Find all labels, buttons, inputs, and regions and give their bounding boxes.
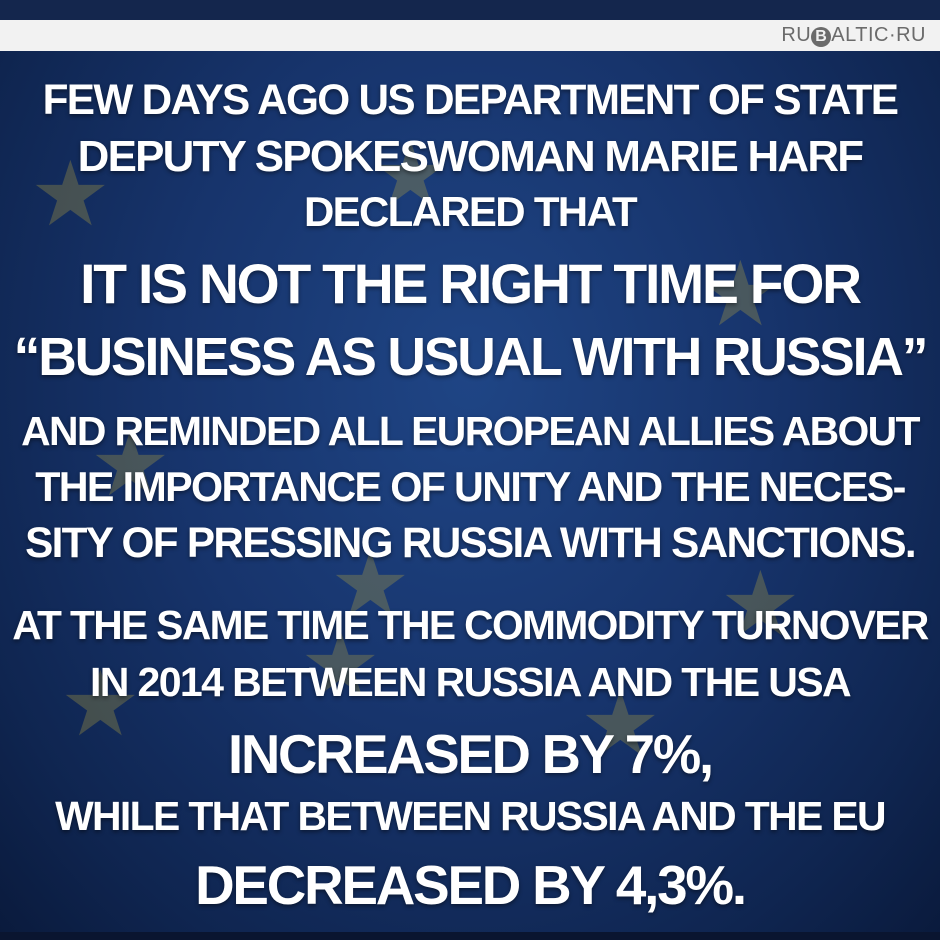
eu-star-icon: ★ [580,675,661,775]
eu-star-icon: ★ [30,145,111,245]
text-line: DEPUTY SPOKESWOMAN MARIE HARF [77,131,864,181]
headline-line: IT IS NOT THE RIGHT TIME FOR [80,253,862,316]
highlight-decrease: DECREASED BY 4,3%. [195,853,747,916]
bottom-band [0,932,940,940]
text-line: THE IMPORTANCE OF UNITY AND THE NECES- [35,464,906,511]
logo-bar: RU B ALTIC·RU [0,20,940,51]
text-line: DECLARED THAT [304,187,638,235]
eu-star-icon: ★ [370,125,451,225]
headline-line: “BUSINESS AS USUAL WITH RUSSIA” [13,328,929,388]
top-band [0,0,940,20]
text-line: IN 2014 BETWEEN RUSSIA AND THE USA [90,659,852,706]
eu-star-icon: ★ [60,655,141,755]
text-line: FEW DAYS AGO US DEPARTMENT OF STATE [42,75,899,123]
text-line: WHILE THAT BETWEEN RUSSIA AND THE EU [55,793,886,840]
eu-star-icon: ★ [330,535,411,635]
eu-star-icon: ★ [300,615,381,715]
text-line: AT THE SAME TIME THE COMMODITY TURNOVER [12,601,929,648]
eu-star-icon: ★ [720,555,801,655]
eu-star-icon: ★ [700,245,781,345]
eu-star-icon: ★ [90,415,171,515]
text-line: AND REMINDED ALL EUROPEAN ALLIES ABOUT [21,408,920,455]
highlight-increase: INCREASED BY 7%, [228,723,714,785]
rubaltic-logo: RU B ALTIC·RU [781,24,926,47]
text-line: SITY OF PRESSING RUSSIA WITH SANCTIONS. [25,518,917,566]
